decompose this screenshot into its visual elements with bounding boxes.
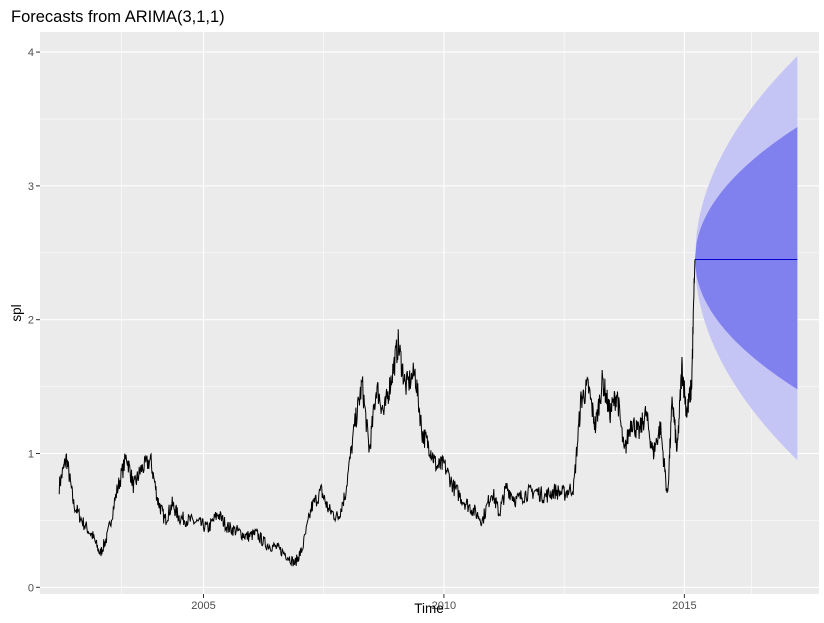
forecast-bands (694, 56, 798, 461)
chart-title: Forecasts from ARIMA(3,1,1) (11, 8, 225, 26)
x-axis-title: Time (414, 601, 444, 616)
plot-panel (40, 32, 819, 594)
y-tick-label: 0 (28, 582, 34, 594)
y-tick-label: 3 (28, 181, 34, 193)
series (58, 258, 798, 567)
y-tick-label: 4 (28, 47, 34, 59)
grid-lines (40, 32, 819, 594)
y-axis-title: spl (9, 304, 24, 321)
x-tick-label: 2015 (672, 600, 696, 612)
y-tick-label: 2 (28, 315, 34, 327)
y-tick-label: 1 (28, 449, 34, 461)
history-line (58, 259, 696, 567)
forecast-band-80 (694, 127, 798, 390)
x-tick-label: 2005 (191, 600, 215, 612)
axes: 2005 2010 2015 0 1 2 3 4 (28, 47, 697, 612)
x-tick-label: 2010 (432, 600, 456, 612)
